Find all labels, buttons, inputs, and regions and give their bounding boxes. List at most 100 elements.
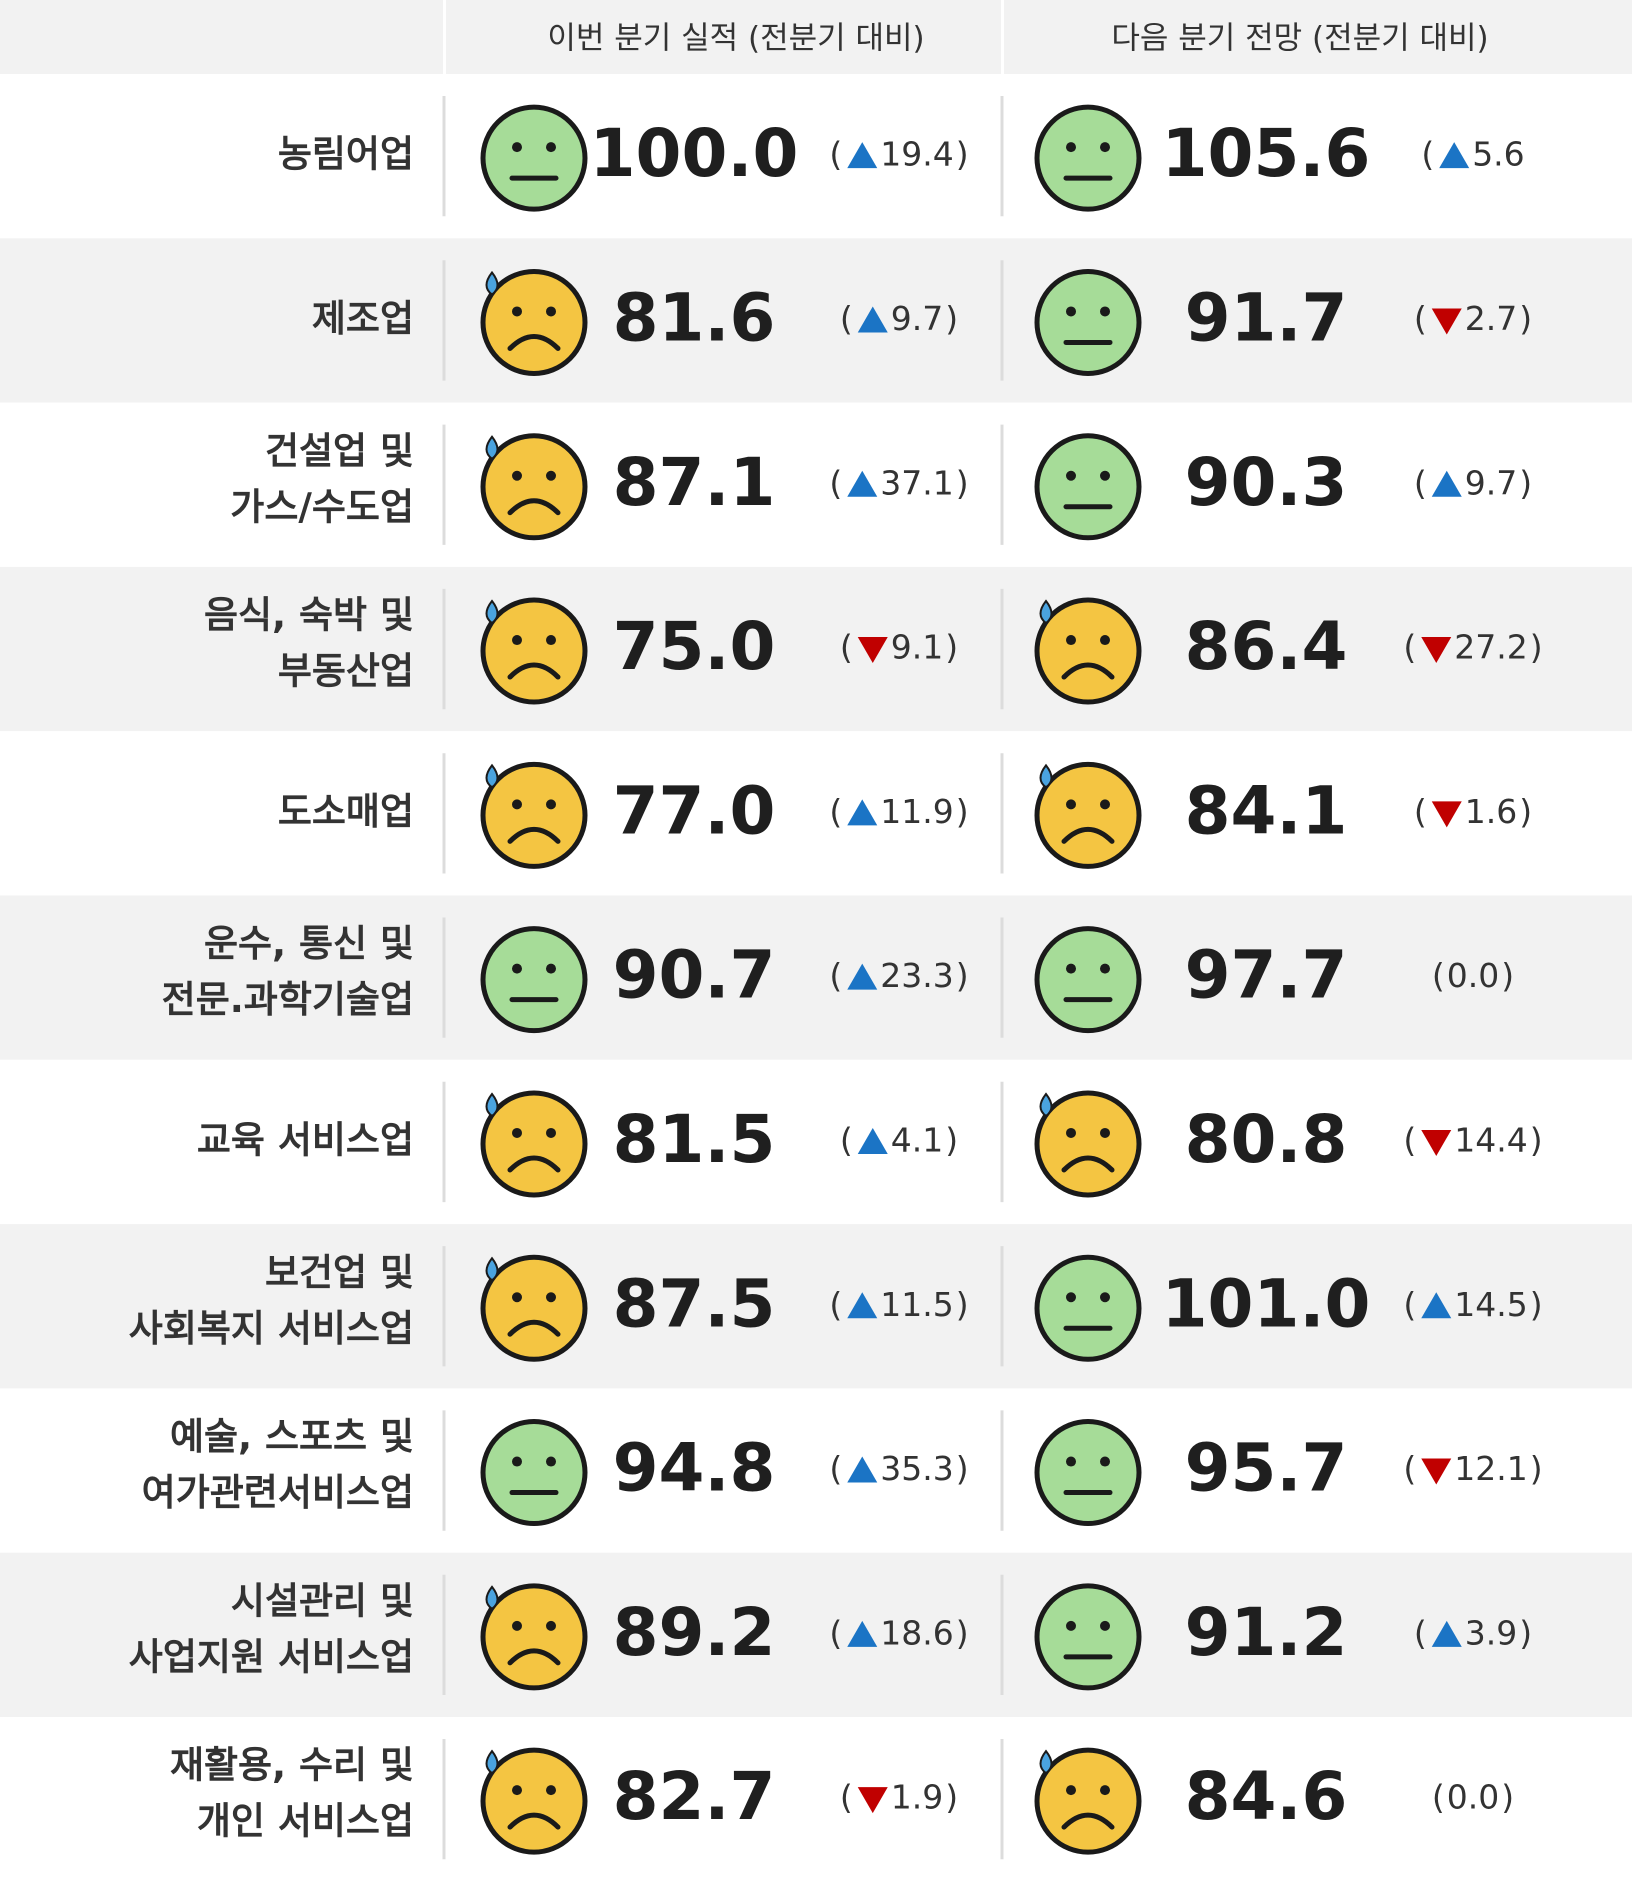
eye <box>546 1785 556 1795</box>
face-circle <box>1037 436 1139 538</box>
change-text: ) <box>956 1613 969 1652</box>
eye <box>1100 635 1110 645</box>
face-sad <box>483 1750 585 1852</box>
eye <box>1100 142 1110 152</box>
row-label: 사업지원 서비스업 <box>129 1635 414 1678</box>
change-text: ( <box>1403 1449 1416 1488</box>
row-label: 예술, 스포츠 및 <box>170 1415 414 1458</box>
change-text: ) <box>945 628 958 667</box>
eye <box>1066 1457 1076 1467</box>
face-sad <box>483 600 585 702</box>
face-sad <box>483 1257 585 1359</box>
eye <box>1100 306 1110 316</box>
change-text: ) <box>1519 463 1532 502</box>
face-neutral <box>1037 271 1139 373</box>
eye <box>546 1128 556 1138</box>
change-text: 18.6 <box>880 1613 953 1652</box>
eye <box>1100 1457 1110 1467</box>
eye <box>546 799 556 809</box>
row-label: 보건업 및 <box>265 1251 414 1294</box>
index-value: 86.4 <box>1185 608 1348 685</box>
index-value: 97.7 <box>1185 937 1348 1014</box>
change-text: ( <box>829 463 842 502</box>
change-text: ( <box>1403 1285 1416 1324</box>
change-text: ( <box>1403 1120 1416 1159</box>
index-value: 84.6 <box>1185 1758 1348 1835</box>
row-label: 부동산업 <box>278 650 414 693</box>
row-label: 음식, 숙박 및 <box>204 594 414 637</box>
face-circle <box>483 929 585 1031</box>
face-neutral <box>1037 107 1139 209</box>
face-sad <box>483 436 585 538</box>
eye <box>1066 471 1076 481</box>
change-text: ) <box>1501 1778 1514 1817</box>
eye <box>546 306 556 316</box>
column-header: 이번 분기 실적 (전분기 대비) <box>547 21 924 57</box>
eye <box>546 635 556 645</box>
index-value: 89.2 <box>613 1594 776 1671</box>
change-text: 0.0 <box>1447 956 1499 995</box>
eye <box>512 1128 522 1138</box>
face-circle <box>1037 1586 1139 1688</box>
change-text: ( <box>1414 463 1427 502</box>
index-value: 90.7 <box>613 937 776 1014</box>
divider <box>1001 0 1004 74</box>
eye <box>1100 964 1110 974</box>
row-label: 교육 서비스업 <box>197 1118 414 1161</box>
face-neutral <box>1037 1586 1139 1688</box>
row-label: 운수, 통신 및 <box>204 922 414 965</box>
eye <box>512 1621 522 1631</box>
eye <box>546 964 556 974</box>
change-text: ) <box>945 299 958 338</box>
change-text: 3.9 <box>1465 1613 1517 1652</box>
face-circle <box>483 107 585 209</box>
change-text: ( <box>840 1778 853 1817</box>
change-text: ( <box>829 1613 842 1652</box>
index-value: 82.7 <box>613 1758 776 1835</box>
change-text: ( <box>840 628 853 667</box>
row-label: 가스/수도업 <box>230 485 414 528</box>
index-value: 80.8 <box>1185 1101 1348 1178</box>
eye <box>512 1292 522 1302</box>
change-text: ( <box>829 135 842 174</box>
row-label: 제조업 <box>312 297 414 340</box>
change-text: ) <box>956 956 969 995</box>
page: 이번 분기 실적 (전분기 대비) 다음 분기 전망 (전분기 대비) 농림어업… <box>0 0 1632 1882</box>
face-circle <box>1037 1422 1139 1524</box>
change-text: ( <box>829 1285 842 1324</box>
eye <box>546 1292 556 1302</box>
eye <box>512 799 522 809</box>
eye <box>1066 635 1076 645</box>
change-text: 0.0 <box>1447 1778 1499 1817</box>
face-circle <box>483 1422 585 1524</box>
divider <box>443 0 446 74</box>
index-value: 84.1 <box>1185 772 1348 849</box>
eye <box>546 1457 556 1467</box>
face-sad <box>1037 1750 1139 1852</box>
eye <box>512 471 522 481</box>
change-text: ( <box>1414 792 1427 831</box>
eye <box>1066 1128 1076 1138</box>
eye <box>1100 1128 1110 1138</box>
change-text: 2.7 <box>1465 299 1517 338</box>
eye <box>546 142 556 152</box>
index-value: 94.8 <box>613 1430 776 1507</box>
face-neutral <box>1037 436 1139 538</box>
change-text: 1.9 <box>891 1778 943 1817</box>
change-text: 14.4 <box>1454 1120 1527 1159</box>
change-text: ) <box>1530 1120 1543 1159</box>
row-label: 여가관련서비스업 <box>142 1471 414 1514</box>
eye <box>512 306 522 316</box>
row-label: 사회복지 서비스업 <box>129 1307 414 1350</box>
row-bg <box>0 74 1632 238</box>
eye <box>1066 799 1076 809</box>
row-label: 건설업 및 <box>265 429 414 472</box>
face-sad <box>483 1586 585 1688</box>
face-neutral <box>1037 1422 1139 1524</box>
eye <box>512 964 522 974</box>
row-label: 재활용, 수리 및 <box>170 1744 414 1787</box>
face-neutral <box>1037 1257 1139 1359</box>
change-text: ( <box>1403 628 1416 667</box>
index-value: 77.0 <box>613 772 776 849</box>
eye <box>512 1785 522 1795</box>
